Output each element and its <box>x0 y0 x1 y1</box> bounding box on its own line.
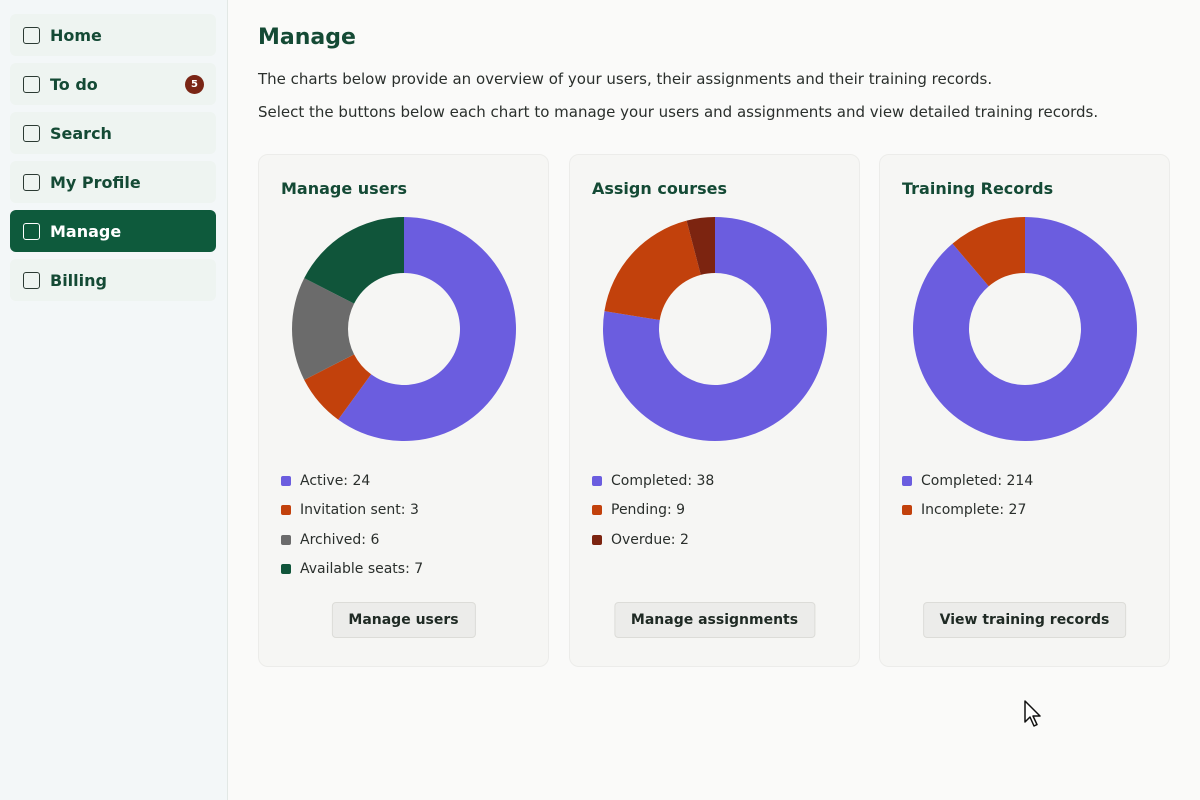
manage-users-card: Manage users Active: 24 Invitation sent:… <box>258 154 549 667</box>
legend-label: Overdue: 2 <box>611 531 689 548</box>
legend-item: Completed: 38 <box>592 466 714 496</box>
legend: Completed: 214 Incomplete: 27 <box>902 466 1033 525</box>
todo-count-badge: 5 <box>185 75 204 94</box>
donut-slice-completed <box>603 217 827 441</box>
donut-slice-overdue <box>686 217 715 275</box>
mouse-cursor-icon <box>1024 700 1041 727</box>
legend-label: Archived: 6 <box>300 531 380 548</box>
sidebar-item-label: To do <box>50 74 98 94</box>
donut-slice-pending <box>604 220 701 321</box>
users-donut-chart <box>292 217 516 441</box>
sidebar-item-label: Billing <box>50 270 107 290</box>
legend-label: Completed: 214 <box>921 472 1034 489</box>
legend-label: Invitation sent: 3 <box>300 502 419 519</box>
legend-label: Completed: 38 <box>611 472 715 489</box>
intro-text: The charts below provide an overview of … <box>258 70 993 88</box>
sidebar-item-home[interactable]: Home <box>10 14 216 56</box>
donut-slice-invitation-sent <box>304 354 372 420</box>
legend-swatch <box>592 475 602 486</box>
view-training-records-button[interactable]: View training records <box>922 602 1127 638</box>
sidebar-item-label: Manage <box>50 221 122 241</box>
training-donut-chart <box>913 217 1137 441</box>
page-title: Manage <box>258 25 356 50</box>
legend: Completed: 38 Pending: 9 Overdue: 2 <box>592 466 714 555</box>
checkbox-icon <box>23 271 40 289</box>
card-title: Training Records <box>902 179 1054 198</box>
manage-users-button[interactable]: Manage users <box>331 602 476 638</box>
legend-item: Active: 24 <box>281 466 423 496</box>
sidebar-item-billing[interactable]: Billing <box>10 259 216 301</box>
legend-swatch <box>281 564 291 575</box>
legend-swatch <box>281 534 291 545</box>
legend-swatch <box>902 505 912 516</box>
legend-swatch <box>902 475 912 486</box>
donut-slice-completed <box>913 217 1137 441</box>
sidebar: Home To do 5 Search My Profile Manage Bi… <box>0 0 228 800</box>
legend-swatch <box>592 505 602 516</box>
legend-item: Completed: 214 <box>902 466 1033 496</box>
sidebar-item-search[interactable]: Search <box>10 112 216 154</box>
intro-text: Select the buttons below each chart to m… <box>258 103 1099 121</box>
legend: Active: 24 Invitation sent: 3 Archived: … <box>281 466 423 584</box>
manage-assignments-button[interactable]: Manage assignments <box>613 602 816 638</box>
sidebar-item-label: Search <box>50 123 112 143</box>
card-title: Assign courses <box>592 179 727 198</box>
checkbox-icon <box>23 222 40 240</box>
legend-swatch <box>592 534 602 545</box>
courses-donut-chart <box>603 217 827 441</box>
assign-courses-card: Assign courses Completed: 38 Pending: 9 … <box>569 154 860 667</box>
legend-item: Archived: 6 <box>281 525 423 555</box>
donut-slice-available-seats <box>304 217 404 304</box>
donut-slice-archived <box>292 278 355 380</box>
legend-item: Pending: 9 <box>592 496 714 526</box>
sidebar-item-label: Home <box>50 25 102 45</box>
checkbox-icon <box>23 173 40 191</box>
legend-label: Pending: 9 <box>611 502 686 519</box>
sidebar-item-label: My Profile <box>50 172 141 192</box>
legend-swatch <box>281 505 291 516</box>
legend-item: Overdue: 2 <box>592 525 714 555</box>
legend-item: Available seats: 7 <box>281 555 423 585</box>
checkbox-icon <box>23 124 40 142</box>
legend-item: Invitation sent: 3 <box>281 496 423 526</box>
donut-slice-incomplete <box>952 217 1025 287</box>
checkbox-icon <box>23 75 40 93</box>
legend-label: Active: 24 <box>300 472 371 489</box>
sidebar-item-manage[interactable]: Manage <box>10 210 216 252</box>
card-title: Manage users <box>281 179 407 198</box>
legend-label: Incomplete: 27 <box>921 502 1027 519</box>
training-records-card: Training Records Completed: 214 Incomple… <box>879 154 1170 667</box>
donut-slice-active <box>338 217 516 441</box>
legend-item: Incomplete: 27 <box>902 496 1033 526</box>
sidebar-item-my-profile[interactable]: My Profile <box>10 161 216 203</box>
checkbox-icon <box>23 26 40 44</box>
legend-label: Available seats: 7 <box>300 561 424 578</box>
legend-swatch <box>281 475 291 486</box>
sidebar-item-to-do[interactable]: To do 5 <box>10 63 216 105</box>
